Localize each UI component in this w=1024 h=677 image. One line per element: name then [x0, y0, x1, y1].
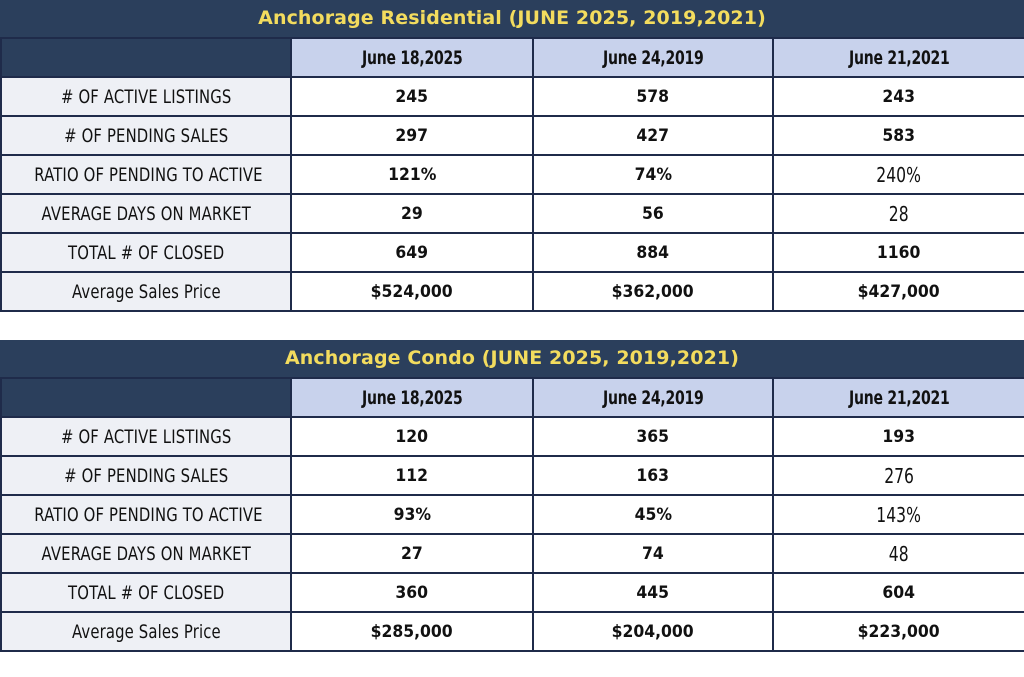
- column-header: June 21,2021: [772, 377, 1024, 418]
- table-cell: 74%: [532, 154, 774, 195]
- table-cell: 445: [532, 572, 774, 613]
- table-cell: 45%: [532, 494, 774, 535]
- row-label: AVERAGE DAYS ON MARKET: [0, 533, 292, 574]
- table-row: Average Sales Price $285,000 $204,000 $2…: [0, 611, 1024, 652]
- table-cell: 27: [290, 533, 534, 574]
- table-cell: 365: [532, 416, 774, 457]
- row-label: # OF ACTIVE LISTINGS: [0, 416, 292, 457]
- header-corner-cell: [0, 37, 292, 78]
- table-cell: 360: [290, 572, 534, 613]
- residential-table-section: Anchorage Residential (JUNE 2025, 2019,2…: [0, 0, 1024, 312]
- table-row: # OF ACTIVE LISTINGS 120 365 193: [0, 416, 1024, 457]
- table-cell: 93%: [290, 494, 534, 535]
- row-label: # OF PENDING SALES: [0, 115, 292, 156]
- table-cell: 240%: [772, 154, 1024, 195]
- table-cell: 245: [290, 76, 534, 117]
- table-cell: 29: [290, 193, 534, 234]
- row-label: RATIO OF PENDING TO ACTIVE: [0, 154, 292, 195]
- table-row: TOTAL # OF CLOSED 649 884 1160: [0, 232, 1024, 273]
- header-corner-cell: [0, 377, 292, 418]
- table-cell: $204,000: [532, 611, 774, 652]
- row-label: Average Sales Price: [0, 611, 292, 652]
- table-row: # OF PENDING SALES 112 163 276: [0, 455, 1024, 496]
- table-cell: 578: [532, 76, 774, 117]
- table-row: RATIO OF PENDING TO ACTIVE 93% 45% 143%: [0, 494, 1024, 535]
- table-cell: $223,000: [772, 611, 1024, 652]
- row-label: # OF PENDING SALES: [0, 455, 292, 496]
- table-row: Average Sales Price $524,000 $362,000 $4…: [0, 271, 1024, 312]
- row-label: TOTAL # OF CLOSED: [0, 572, 292, 613]
- row-label: RATIO OF PENDING TO ACTIVE: [0, 494, 292, 535]
- condo-table: June 18,2025 June 24,2019 June 21,2021 #…: [0, 377, 1024, 652]
- header-row: June 18,2025 June 24,2019 June 21,2021: [0, 377, 1024, 418]
- row-label: Average Sales Price: [0, 271, 292, 312]
- table-row: RATIO OF PENDING TO ACTIVE 121% 74% 240%: [0, 154, 1024, 195]
- column-header: June 18,2025: [290, 37, 534, 78]
- row-label: TOTAL # OF CLOSED: [0, 232, 292, 273]
- table-cell: 28: [772, 193, 1024, 234]
- row-label: AVERAGE DAYS ON MARKET: [0, 193, 292, 234]
- table-row: AVERAGE DAYS ON MARKET 27 74 48: [0, 533, 1024, 574]
- column-header: June 21,2021: [772, 37, 1024, 78]
- table-cell: 583: [772, 115, 1024, 156]
- table-cell: 297: [290, 115, 534, 156]
- table-cell: 604: [772, 572, 1024, 613]
- residential-table-title: Anchorage Residential (JUNE 2025, 2019,2…: [0, 0, 1024, 37]
- table-cell: 243: [772, 76, 1024, 117]
- table-cell: 120: [290, 416, 534, 457]
- column-header: June 24,2019: [532, 37, 774, 78]
- table-cell: 884: [532, 232, 774, 273]
- table-cell: 112: [290, 455, 534, 496]
- table-cell: 427: [532, 115, 774, 156]
- table-row: # OF ACTIVE LISTINGS 245 578 243: [0, 76, 1024, 117]
- table-cell: 163: [532, 455, 774, 496]
- table-cell: 276: [772, 455, 1024, 496]
- table-cell: $285,000: [290, 611, 534, 652]
- table-cell: $362,000: [532, 271, 774, 312]
- table-row: TOTAL # OF CLOSED 360 445 604: [0, 572, 1024, 613]
- table-row: AVERAGE DAYS ON MARKET 29 56 28: [0, 193, 1024, 234]
- condo-table-title: Anchorage Condo (JUNE 2025, 2019,2021): [0, 340, 1024, 377]
- table-cell: 143%: [772, 494, 1024, 535]
- table-cell: 121%: [290, 154, 534, 195]
- column-header: June 18,2025: [290, 377, 534, 418]
- residential-table: June 18,2025 June 24,2019 June 21,2021 #…: [0, 37, 1024, 312]
- table-cell: 649: [290, 232, 534, 273]
- header-row: June 18,2025 June 24,2019 June 21,2021: [0, 37, 1024, 78]
- table-cell: 56: [532, 193, 774, 234]
- table-cell: $427,000: [772, 271, 1024, 312]
- table-cell: 74: [532, 533, 774, 574]
- table-row: # OF PENDING SALES 297 427 583: [0, 115, 1024, 156]
- condo-table-section: Anchorage Condo (JUNE 2025, 2019,2021) J…: [0, 340, 1024, 652]
- table-cell: $524,000: [290, 271, 534, 312]
- row-label: # OF ACTIVE LISTINGS: [0, 76, 292, 117]
- column-header: June 24,2019: [532, 377, 774, 418]
- table-cell: 1160: [772, 232, 1024, 273]
- table-cell: 193: [772, 416, 1024, 457]
- table-cell: 48: [772, 533, 1024, 574]
